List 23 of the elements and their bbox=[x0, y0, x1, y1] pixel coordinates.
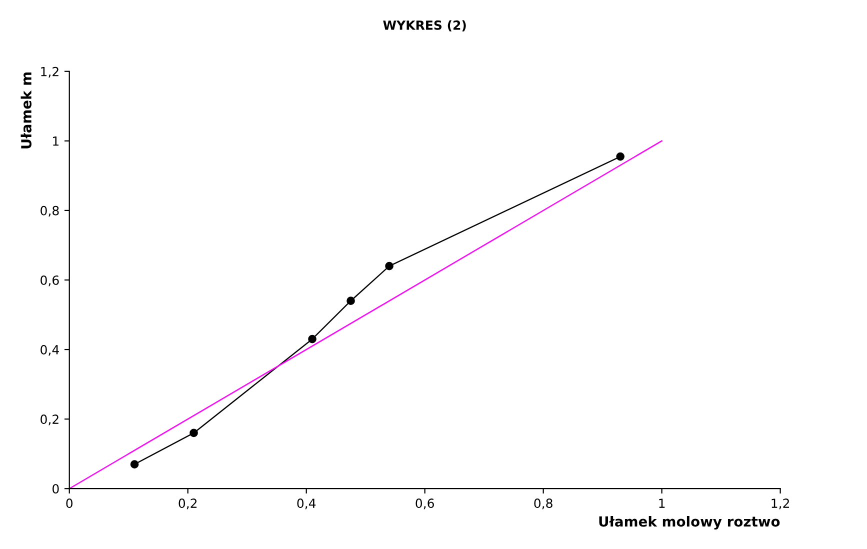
x-tick-label: 0,8 bbox=[534, 498, 552, 510]
x-tick-label: 0 bbox=[66, 498, 73, 508]
point bbox=[130, 460, 139, 468]
y-tick-label: 0,6 bbox=[40, 275, 59, 286]
x-axis-title: Ułamek molowy roztwo bbox=[599, 516, 780, 530]
x-tick-label: 0,2 bbox=[178, 498, 197, 510]
point bbox=[385, 262, 394, 270]
y-tick-label: 0,4 bbox=[40, 345, 59, 356]
y-tick-label: 0,8 bbox=[40, 206, 59, 217]
x-tick-label: 1 bbox=[659, 498, 665, 508]
y-tick-label: 1 bbox=[53, 136, 58, 146]
x-tick-label: 0,6 bbox=[416, 498, 434, 510]
x-tick-label: 0,4 bbox=[297, 498, 316, 510]
chart-title: WYKRES (2) bbox=[383, 20, 466, 32]
point bbox=[616, 152, 625, 161]
point bbox=[308, 334, 316, 344]
x-tick-label: 1,2 bbox=[772, 498, 789, 510]
y-tick-label: 0 bbox=[52, 484, 59, 494]
y-axis-title: Ułamek m bbox=[20, 72, 32, 148]
y-tick-label: 0,2 bbox=[40, 414, 58, 426]
point bbox=[346, 296, 355, 306]
point bbox=[190, 428, 198, 438]
y-tick-label: 1,2 bbox=[41, 66, 58, 78]
